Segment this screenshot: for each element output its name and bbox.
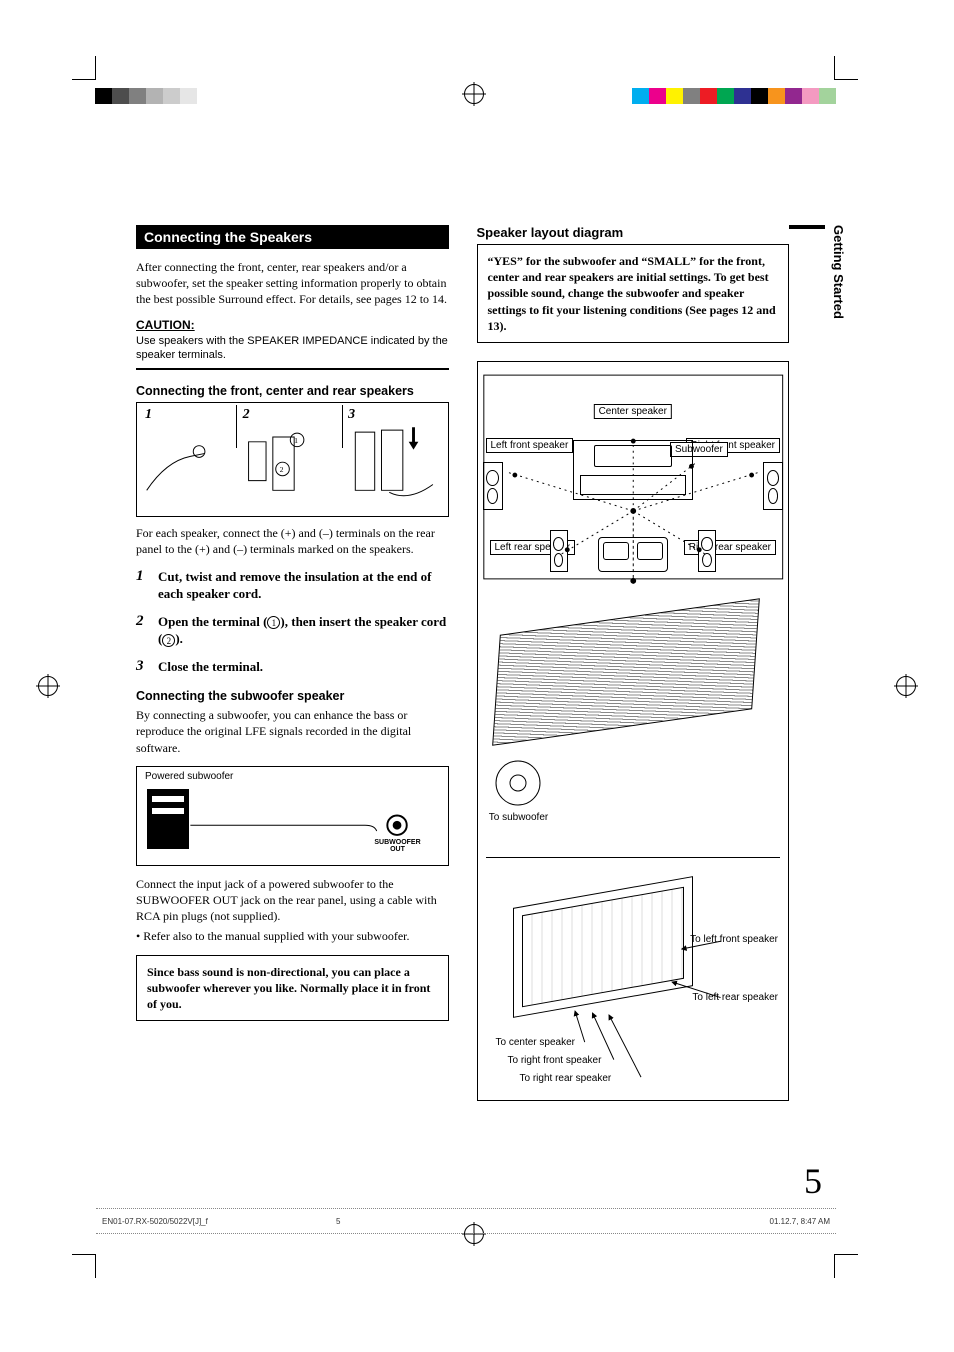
- sub-heading-1: Connecting the front, center and rear sp…: [136, 384, 449, 398]
- caution-heading: CAUTION:: [136, 318, 449, 332]
- subwoofer-figure: Powered subwoofer SUBWOOFER OUT: [136, 766, 449, 866]
- right-column: Speaker layout diagram “YES” for the sub…: [477, 225, 790, 1101]
- layout-lines: [478, 362, 789, 592]
- sub2-para: Connect the input jack of a powered subw…: [136, 876, 449, 925]
- layout-heading: Speaker layout diagram: [477, 225, 790, 240]
- receiver-icon: [492, 598, 760, 746]
- section-marker: [789, 225, 825, 229]
- subwoofer-out-label: SUBWOOFER OUT: [368, 839, 428, 853]
- footer-page: 5: [336, 1217, 340, 1226]
- step-3: 3 Close the terminal.: [136, 658, 449, 676]
- print-footer: EN01-07.RX-5020/5022V[J]_f 5 01.12.7, 8:…: [96, 1208, 836, 1234]
- terminal-illustration: 1 2: [137, 403, 447, 515]
- label-to-sub: To subwoofer: [484, 812, 554, 823]
- registration-mark-top: [464, 84, 490, 110]
- figure-caption: For each speaker, connect the (+) and (–…: [136, 525, 449, 557]
- terminal-steps-figure: 1 2 3 1 2: [136, 402, 449, 517]
- section-tab: Getting Started: [831, 225, 846, 319]
- registration-bar-left: [95, 88, 299, 104]
- divider: [486, 857, 781, 858]
- step-1: 1 Cut, twist and remove the insulation a…: [136, 568, 449, 603]
- step-2: 2 Open the terminal (1), then insert the…: [136, 613, 449, 648]
- page-number: 5: [804, 1160, 822, 1202]
- registration-bar-right: [632, 88, 836, 104]
- steps-list: 1 Cut, twist and remove the insulation a…: [136, 568, 449, 676]
- sub2-intro: By connecting a subwoofer, you can enhan…: [136, 707, 449, 756]
- footer-file: EN01-07.RX-5020/5022V[J]_f: [102, 1217, 208, 1226]
- intro-text: After connecting the front, center, rear…: [136, 259, 449, 308]
- layout-info: “YES” for the subwoofer and “SMALL” for …: [477, 244, 790, 343]
- subwoofer-note: Since bass sound is non-directional, you…: [136, 955, 449, 1022]
- crop-mark: [834, 56, 858, 80]
- speaker-layout-diagram: Center speaker Left front speaker Right …: [477, 361, 790, 1101]
- svg-text:1: 1: [294, 436, 298, 445]
- left-column: Connecting the Speakers After connecting…: [136, 225, 449, 1101]
- section-heading: Connecting the Speakers: [136, 225, 449, 249]
- svg-text:2: 2: [280, 465, 284, 474]
- caution-text: Use speakers with the SPEAKER IMPEDANCE …: [136, 334, 449, 371]
- sub-jack-detail: [488, 758, 548, 808]
- crop-mark: [72, 1254, 96, 1278]
- rear-panel-arrows: [478, 862, 789, 1102]
- sub-heading-2: Connecting the subwoofer speaker: [136, 689, 449, 703]
- footer-timestamp: 01.12.7, 8:47 AM: [770, 1217, 831, 1226]
- sub2-bullet: • Refer also to the manual supplied with…: [136, 928, 449, 944]
- crop-mark: [834, 1254, 858, 1278]
- crop-mark: [72, 56, 96, 80]
